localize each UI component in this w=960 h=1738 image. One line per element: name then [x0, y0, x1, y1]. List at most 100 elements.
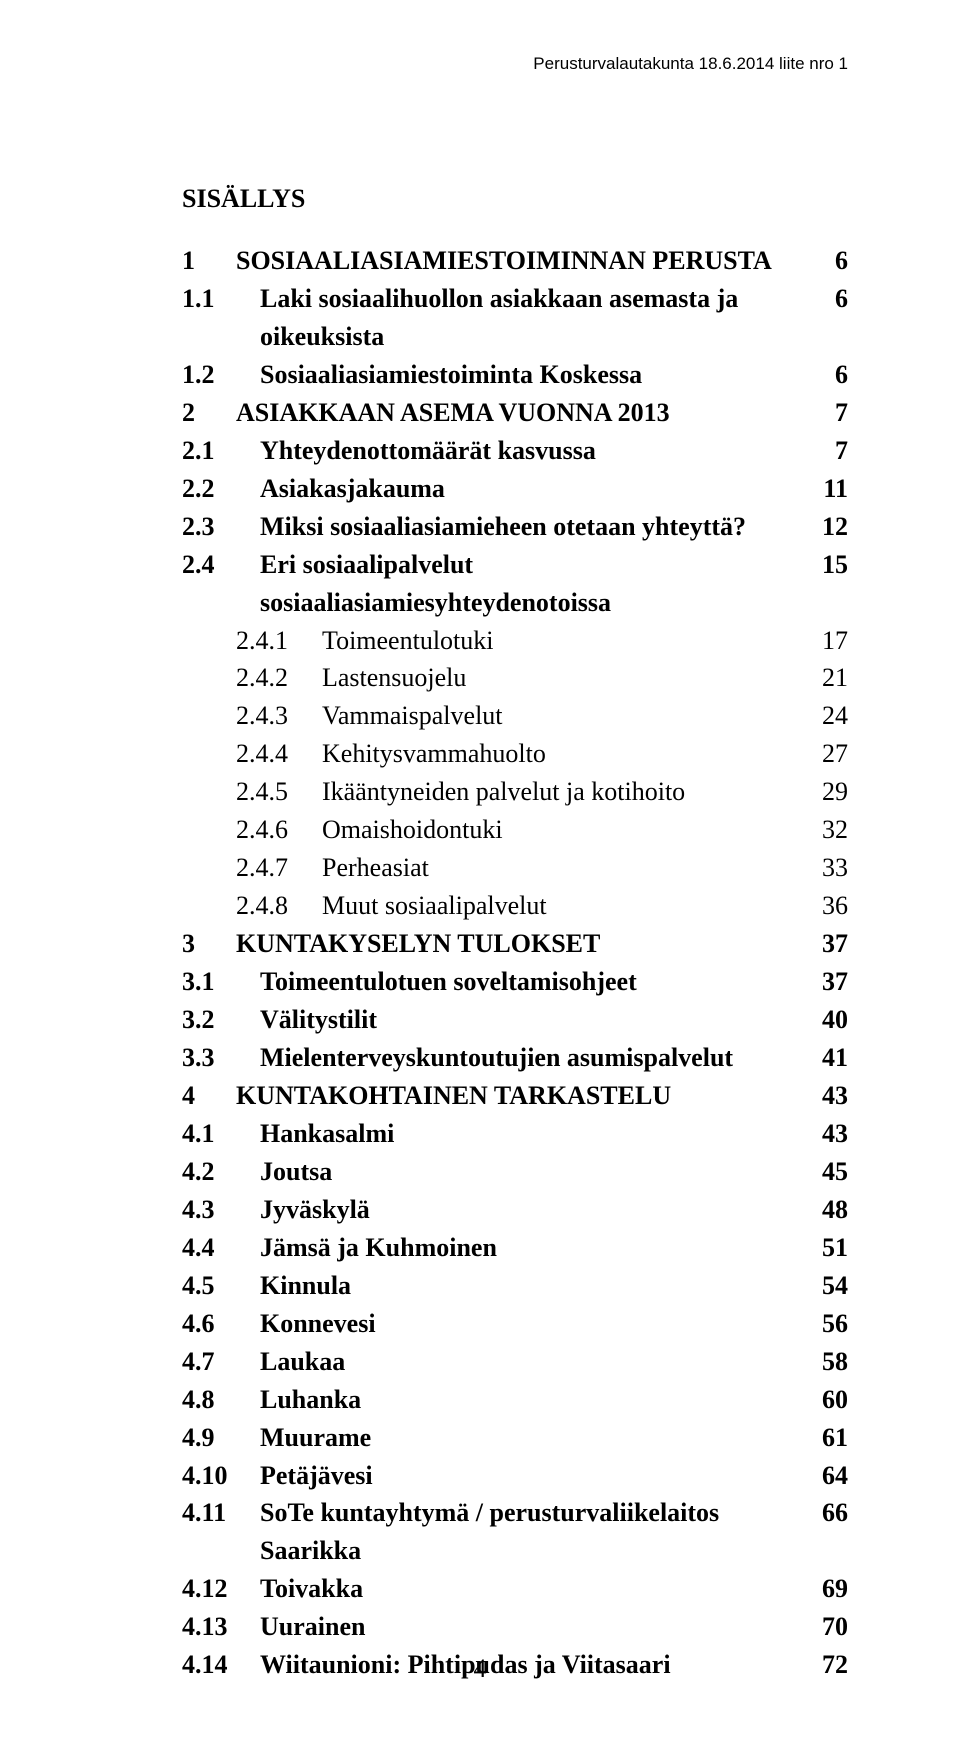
- toc-entry-label: Mielenterveyskuntoutujien asumispalvelut: [236, 1039, 808, 1077]
- toc-entry: 4.2Joutsa45: [182, 1153, 848, 1191]
- toc-entry-number: 4: [182, 1077, 236, 1115]
- toc-entry-number: 4.1: [182, 1115, 236, 1153]
- toc-entry-page: 64: [808, 1457, 848, 1495]
- toc-entry-number: 2.4: [182, 546, 236, 584]
- toc-entry-number: 4.2: [182, 1153, 236, 1191]
- toc-entry: 4.3Jyväskylä48: [182, 1191, 848, 1229]
- toc-entry: 2.2Asiakasjakauma11: [182, 470, 848, 508]
- toc-entry-page: 6: [808, 356, 848, 394]
- document-page: Perusturvalautakunta 18.6.2014 liite nro…: [0, 0, 960, 1738]
- toc-entry-page: 32: [808, 811, 848, 849]
- toc-entry-number: 2.4.8: [182, 887, 314, 925]
- toc-entry-number: 3.1: [182, 963, 236, 1001]
- toc-entry: 2.4Eri sosiaalipalvelut sosiaaliasiamies…: [182, 546, 848, 622]
- toc-entry-label: Laki sosiaalihuollon asiakkaan asemasta …: [236, 280, 808, 356]
- toc-entry-label: Välitystilit: [236, 1001, 808, 1039]
- toc-entry: 4KUNTAKOHTAINEN TARKASTELU43: [182, 1077, 848, 1115]
- toc-entry: 2.4.4Kehitysvammahuolto27: [182, 735, 848, 773]
- toc-entry-label: SOSIAALIASIAMIESTOIMINNAN PERUSTA: [236, 242, 808, 280]
- toc-entry-number: 4.7: [182, 1343, 236, 1381]
- toc-entry-number: 2.4.5: [182, 773, 314, 811]
- toc-entry-label: Jyväskylä: [236, 1191, 808, 1229]
- toc-entry: 3.1Toimeentulotuen soveltamisohjeet37: [182, 963, 848, 1001]
- toc-entry-number: 4.13: [182, 1608, 236, 1646]
- toc-entry-label: KUNTAKOHTAINEN TARKASTELU: [236, 1077, 808, 1115]
- toc-entry-page: 11: [808, 470, 848, 508]
- toc-entry-page: 66: [808, 1494, 848, 1532]
- toc-entry-page: 17: [808, 622, 848, 660]
- toc-entry: 4.8Luhanka60: [182, 1381, 848, 1419]
- toc-entry-page: 43: [808, 1077, 848, 1115]
- toc-entry-label: Jämsä ja Kuhmoinen: [236, 1229, 808, 1267]
- toc-entry-page: 12: [808, 508, 848, 546]
- toc-entry: 2.4.2Lastensuojelu21: [182, 659, 848, 697]
- toc-entry-page: 54: [808, 1267, 848, 1305]
- toc-entry-number: 2: [182, 394, 236, 432]
- toc-entry-page: 56: [808, 1305, 848, 1343]
- toc-entry-number: 3.3: [182, 1039, 236, 1077]
- toc-entry: 4.13Uurainen70: [182, 1608, 848, 1646]
- toc-entry-label: Toimeentulotuki: [314, 622, 808, 660]
- toc-entry: 2.1Yhteydenottomäärät kasvussa7: [182, 432, 848, 470]
- toc-entry-label: SoTe kuntayhtymä / perusturvaliikelaitos…: [236, 1494, 808, 1570]
- toc-entry-label: Omaishoidontuki: [314, 811, 808, 849]
- toc-entry-number: 2.4.1: [182, 622, 314, 660]
- toc-entry-page: 37: [808, 963, 848, 1001]
- toc-entry-label: Hankasalmi: [236, 1115, 808, 1153]
- toc-entry-page: 36: [808, 887, 848, 925]
- toc-entry-label: Muurame: [236, 1419, 808, 1457]
- toc-entry-page: 70: [808, 1608, 848, 1646]
- page-number: 4: [0, 1654, 960, 1684]
- toc-entry: 4.4Jämsä ja Kuhmoinen51: [182, 1229, 848, 1267]
- toc-entry: 4.9Muurame61: [182, 1419, 848, 1457]
- toc-entry-page: 40: [808, 1001, 848, 1039]
- toc-entry-page: 15: [808, 546, 848, 584]
- toc-entry: 2.4.3Vammaispalvelut24: [182, 697, 848, 735]
- toc-entry: 4.7Laukaa58: [182, 1343, 848, 1381]
- toc-entry-number: 3.2: [182, 1001, 236, 1039]
- toc-entry-label: Toimeentulotuen soveltamisohjeet: [236, 963, 808, 1001]
- toc-entry-number: 2.3: [182, 508, 236, 546]
- toc-entry-page: 6: [808, 242, 848, 280]
- toc-entry-label: Joutsa: [236, 1153, 808, 1191]
- toc-entry: 2.4.8Muut sosiaalipalvelut36: [182, 887, 848, 925]
- toc-entry: 2.3Miksi sosiaaliasiamieheen otetaan yht…: [182, 508, 848, 546]
- toc-entry-number: 2.4.6: [182, 811, 314, 849]
- toc-entry-number: 2.4.3: [182, 697, 314, 735]
- toc-entry-page: 48: [808, 1191, 848, 1229]
- toc-entry-number: 2.4.4: [182, 735, 314, 773]
- toc-entry-number: 2.1: [182, 432, 236, 470]
- toc-entry-page: 7: [808, 394, 848, 432]
- toc-entry: 3KUNTAKYSELYN TULOKSET37: [182, 925, 848, 963]
- toc-entry: 3.3Mielenterveyskuntoutujien asumispalve…: [182, 1039, 848, 1077]
- toc-entry-number: 2.4.7: [182, 849, 314, 887]
- toc-entry: 4.12Toivakka69: [182, 1570, 848, 1608]
- toc-entry-number: 2.2: [182, 470, 236, 508]
- toc-heading: SISÄLLYS: [182, 184, 848, 214]
- toc-entry: 1SOSIAALIASIAMIESTOIMINNAN PERUSTA6: [182, 242, 848, 280]
- toc-entry-number: 1: [182, 242, 236, 280]
- toc-entry-page: 29: [808, 773, 848, 811]
- toc-entry-label: Konnevesi: [236, 1305, 808, 1343]
- toc-entry-number: 4.12: [182, 1570, 236, 1608]
- toc-entry-number: 4.4: [182, 1229, 236, 1267]
- toc-entry-label: KUNTAKYSELYN TULOKSET: [236, 925, 808, 963]
- toc-entry-page: 61: [808, 1419, 848, 1457]
- toc-entry-page: 27: [808, 735, 848, 773]
- toc-entry-label: Ikääntyneiden palvelut ja kotihoito: [314, 773, 808, 811]
- toc-entry: 4.11SoTe kuntayhtymä / perusturvaliikela…: [182, 1494, 848, 1570]
- toc-entry-label: Perheasiat: [314, 849, 808, 887]
- toc-entry-number: 2.4.2: [182, 659, 314, 697]
- toc-entry-label: Lastensuojelu: [314, 659, 808, 697]
- toc-entry-page: 60: [808, 1381, 848, 1419]
- toc-entry-label: Petäjävesi: [236, 1457, 808, 1495]
- toc-entry-label: Kinnula: [236, 1267, 808, 1305]
- toc-entry-label: Laukaa: [236, 1343, 808, 1381]
- toc-entry: 2.4.6Omaishoidontuki32: [182, 811, 848, 849]
- toc-entry-label: Sosiaaliasiamiestoiminta Koskessa: [236, 356, 808, 394]
- table-of-contents: 1SOSIAALIASIAMIESTOIMINNAN PERUSTA61.1La…: [182, 242, 848, 1684]
- toc-entry: 4.5Kinnula54: [182, 1267, 848, 1305]
- toc-entry-label: Toivakka: [236, 1570, 808, 1608]
- toc-entry-label: Muut sosiaalipalvelut: [314, 887, 808, 925]
- toc-entry-page: 43: [808, 1115, 848, 1153]
